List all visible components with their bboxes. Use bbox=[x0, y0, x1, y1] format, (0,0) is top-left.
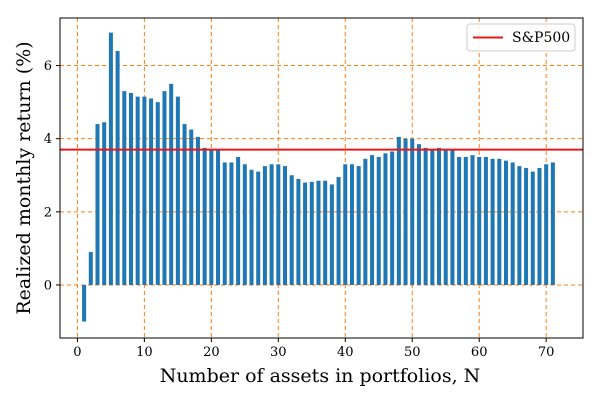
bar bbox=[410, 138, 415, 285]
bar bbox=[102, 122, 107, 285]
bar bbox=[256, 171, 261, 285]
bar bbox=[262, 166, 267, 285]
bar bbox=[349, 164, 354, 285]
x-tick-label: 40 bbox=[337, 345, 354, 360]
bar bbox=[363, 158, 368, 285]
bar bbox=[537, 167, 542, 285]
bar bbox=[115, 50, 120, 285]
bar bbox=[155, 102, 160, 285]
bar bbox=[276, 164, 281, 285]
x-tick-label: 20 bbox=[203, 345, 220, 360]
bars bbox=[82, 32, 555, 322]
bar bbox=[135, 96, 140, 285]
bar bbox=[162, 91, 167, 285]
bar bbox=[128, 92, 133, 285]
bar bbox=[370, 155, 375, 285]
bar bbox=[470, 155, 475, 285]
bar bbox=[517, 166, 522, 285]
bar bbox=[463, 156, 468, 285]
legend-label-sp500: S&P500 bbox=[512, 30, 570, 46]
legend-box bbox=[466, 23, 576, 52]
bar bbox=[329, 184, 334, 285]
bar bbox=[122, 91, 127, 285]
bar bbox=[202, 147, 207, 285]
bar bbox=[376, 156, 381, 285]
bar bbox=[175, 96, 180, 285]
x-tick-label: 30 bbox=[270, 345, 287, 360]
bar bbox=[309, 181, 314, 285]
bar bbox=[195, 136, 200, 285]
bar bbox=[490, 158, 495, 285]
bar bbox=[289, 175, 294, 285]
bar bbox=[396, 136, 401, 285]
plot-area-frame bbox=[59, 17, 584, 339]
bar bbox=[544, 164, 549, 285]
bar bbox=[209, 149, 214, 285]
bar bbox=[457, 156, 462, 285]
bar bbox=[510, 162, 515, 285]
bar bbox=[303, 182, 308, 285]
bar bbox=[249, 169, 254, 285]
bar bbox=[416, 144, 421, 285]
bar bbox=[343, 164, 348, 285]
bar bbox=[356, 166, 361, 285]
bar bbox=[383, 153, 388, 285]
bar bbox=[316, 180, 321, 285]
bar bbox=[216, 149, 221, 285]
bar bbox=[229, 162, 234, 285]
y-tick-label: 0 bbox=[44, 278, 52, 293]
bar bbox=[390, 151, 395, 285]
bar bbox=[437, 147, 442, 285]
bar bbox=[282, 166, 288, 285]
bar bbox=[336, 177, 341, 285]
legend: S&P500 bbox=[466, 23, 576, 52]
bar bbox=[142, 96, 147, 285]
y-tick-label: 6 bbox=[44, 59, 52, 74]
bar bbox=[95, 124, 100, 285]
bar bbox=[323, 180, 328, 285]
x-tick-label: 50 bbox=[404, 345, 421, 360]
bar bbox=[82, 284, 87, 322]
bar bbox=[108, 32, 113, 285]
bar bbox=[443, 149, 448, 285]
x-tick-label: 70 bbox=[538, 345, 555, 360]
x-axis-label: Number of assets in portfolios, N bbox=[160, 365, 481, 387]
y-axis-label: Realized monthly return (%) bbox=[13, 41, 35, 314]
bar bbox=[88, 252, 93, 285]
bar bbox=[236, 156, 241, 285]
bar bbox=[169, 83, 174, 285]
bar bbox=[182, 124, 187, 285]
x-tick-label: 10 bbox=[136, 345, 153, 360]
bar bbox=[423, 147, 428, 285]
bar bbox=[403, 138, 408, 285]
bar bbox=[530, 171, 535, 285]
bar bbox=[450, 149, 455, 285]
bar bbox=[269, 164, 274, 285]
bar bbox=[189, 129, 194, 285]
bar bbox=[497, 158, 502, 285]
y-tick-label: 2 bbox=[44, 205, 52, 220]
bar bbox=[296, 178, 301, 285]
bar bbox=[524, 167, 529, 285]
bar bbox=[503, 160, 508, 285]
bar bbox=[430, 149, 435, 285]
bar bbox=[222, 162, 227, 285]
bar bbox=[149, 98, 154, 285]
x-tick-label: 60 bbox=[471, 345, 488, 360]
bar bbox=[242, 164, 247, 285]
y-tick-label: 4 bbox=[44, 132, 52, 147]
axis-ticks: 0 10 20 30 40 50 60 70 0 2 4 6 bbox=[44, 59, 555, 360]
x-tick-label: 0 bbox=[73, 345, 81, 360]
bar bbox=[477, 156, 482, 285]
bar bbox=[550, 162, 555, 285]
bar bbox=[483, 156, 488, 285]
